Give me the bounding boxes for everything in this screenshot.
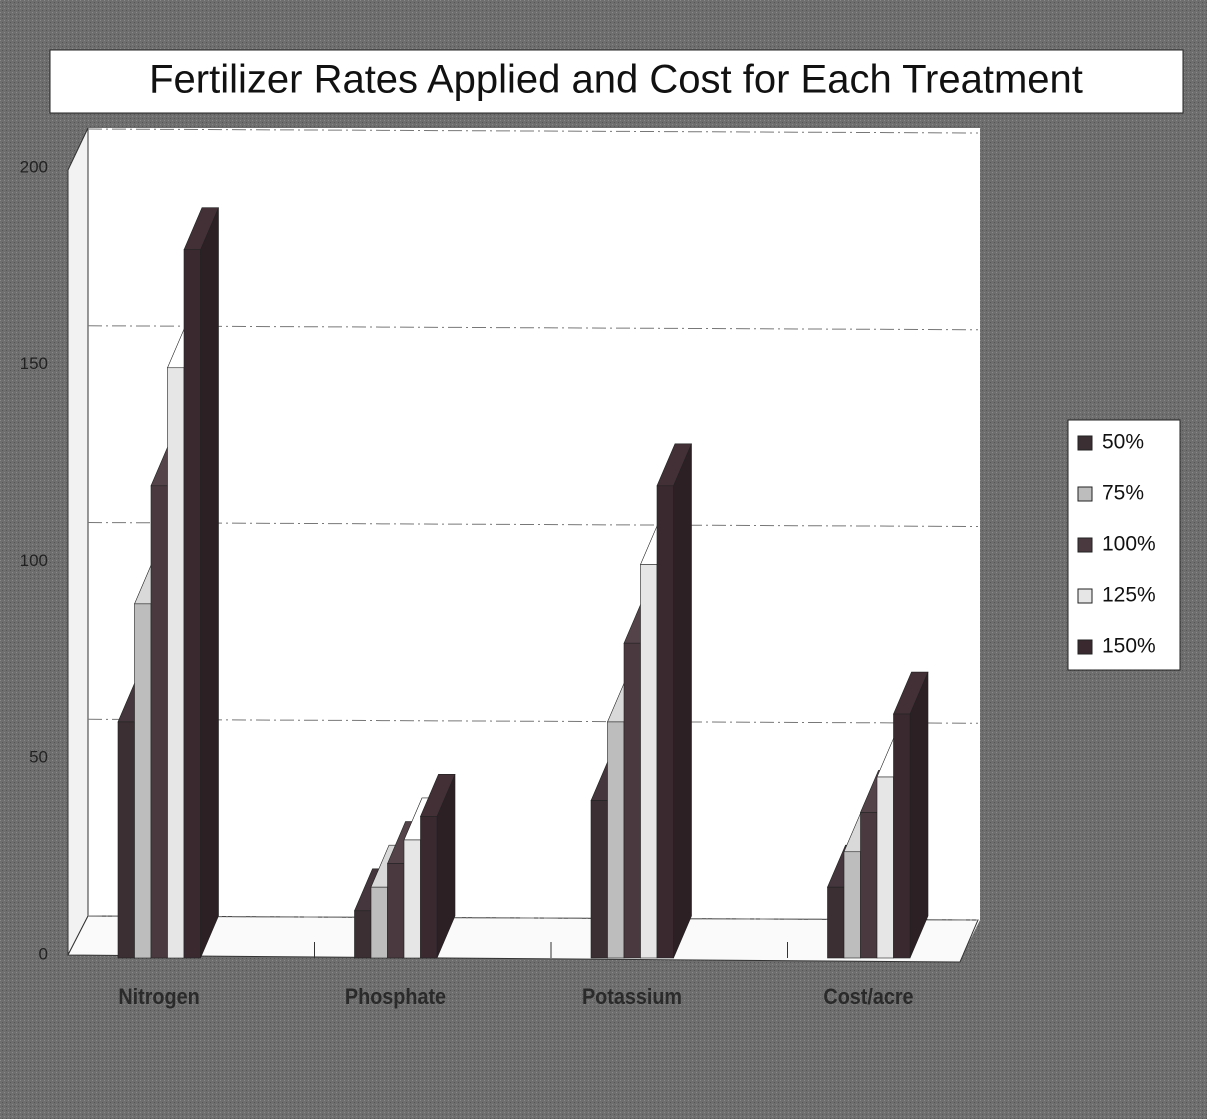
bar-front [150, 485, 168, 959]
grid-line [87, 128, 979, 134]
grid-line [87, 325, 979, 331]
bar [183, 207, 219, 959]
left-wall [67, 127, 89, 956]
bar-front [420, 816, 438, 959]
bar-front [623, 642, 641, 959]
bar [420, 774, 456, 959]
x-tick-label: Potassium [582, 985, 682, 1009]
bar-front [134, 603, 152, 959]
bar-front [860, 812, 878, 959]
legend-swatch [1077, 486, 1093, 502]
bar-front [843, 851, 861, 959]
bar-side [200, 207, 219, 959]
bar-front [370, 886, 388, 959]
bar-front [590, 800, 608, 959]
legend-label: 100% [1102, 533, 1156, 556]
legend-swatch [1077, 435, 1093, 451]
y-tick-label: 200 [20, 157, 48, 176]
legend-label: 150% [1102, 635, 1156, 658]
x-tick-label: Nitrogen [118, 985, 199, 1009]
y-tick-label: 50 [29, 748, 48, 767]
y-tick-label: 0 [39, 944, 48, 963]
plot-area [68, 128, 980, 960]
x-tick-label: Phosphate [345, 985, 446, 1009]
bar-front [876, 776, 894, 959]
bar-side [673, 443, 692, 959]
y-tick-label: 100 [20, 551, 48, 570]
bar-front [640, 564, 658, 959]
legend-label: 50% [1102, 431, 1144, 454]
bar-front [403, 839, 421, 959]
x-tick-label: Cost/acre [823, 985, 913, 1009]
legend-swatch [1077, 639, 1093, 655]
bar-side [909, 671, 929, 959]
bar-front [827, 886, 845, 959]
grid-line [87, 522, 979, 527]
grid-line [87, 915, 979, 921]
legend-label: 125% [1102, 584, 1156, 607]
title-box [49, 49, 1184, 114]
bar-front [607, 721, 625, 959]
bar [656, 443, 692, 959]
chart-title: Fertilizer Rates Applied and Cost for Ea… [149, 58, 1083, 102]
bar-front [167, 367, 185, 959]
bar-front [387, 863, 405, 959]
bar-front [354, 910, 372, 959]
bar-front [117, 721, 135, 959]
bar-front [183, 249, 201, 959]
grid-line [87, 718, 979, 724]
bar-front [893, 713, 911, 959]
bar-front [656, 485, 674, 959]
bar [893, 671, 929, 959]
legend-swatch [1077, 537, 1093, 553]
legend-swatch [1077, 588, 1093, 604]
legend-label: 75% [1102, 482, 1144, 505]
y-tick-label: 150 [20, 354, 48, 373]
